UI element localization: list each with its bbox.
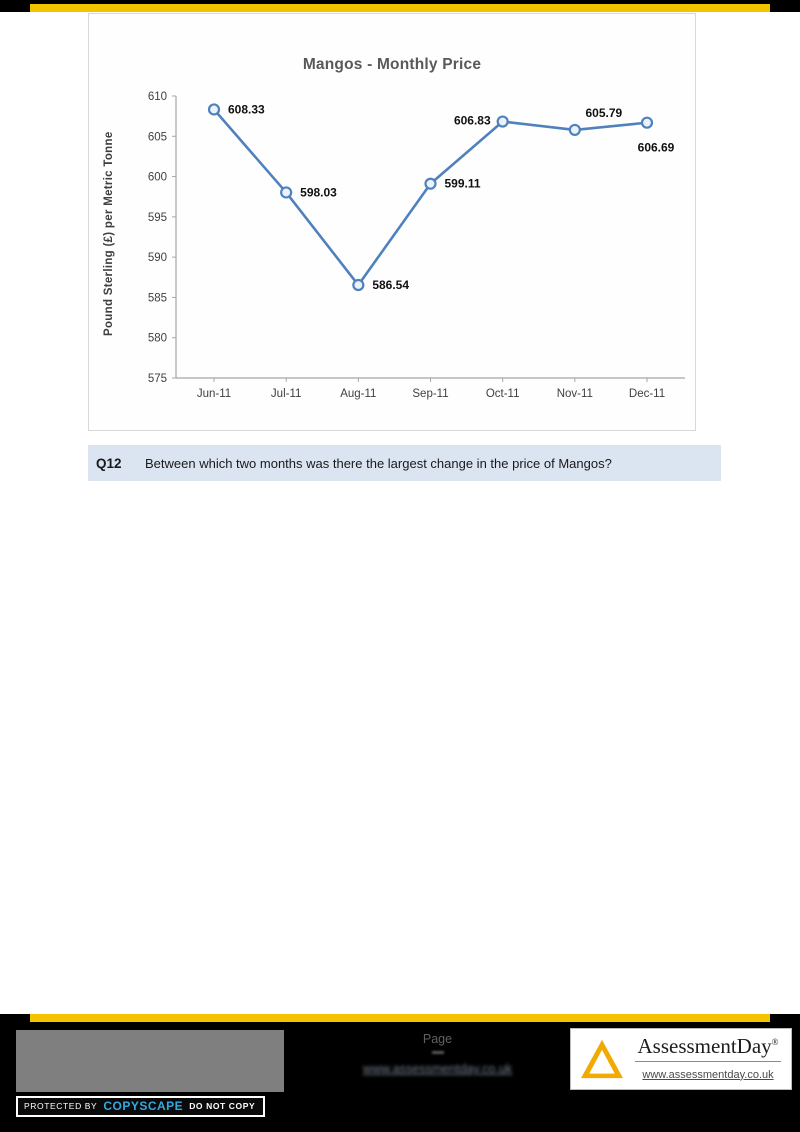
question-text: Between which two months was there the l… — [145, 455, 612, 471]
y-tick-label: 605 — [148, 131, 167, 143]
data-point-label: 608.33 — [228, 102, 265, 116]
y-tick-label: 580 — [148, 333, 167, 345]
assessmentday-url-link[interactable]: www.assessmentday.co.uk — [642, 1068, 774, 1081]
data-point-label: 606.69 — [638, 141, 675, 155]
y-axis-title: Pound Sterling (£) per Metric Tonne — [103, 131, 115, 337]
footer-center: Page www.assessmentday.co.uk — [330, 1032, 545, 1078]
assessmentday-triangle-logo-icon — [581, 1039, 623, 1079]
redacted-address-block — [16, 1030, 284, 1092]
blurred-footer-link[interactable]: www.assessmentday.co.uk — [362, 1062, 513, 1076]
data-point-label: 605.79 — [585, 106, 622, 120]
x-tick-label: Aug-11 — [340, 388, 376, 400]
data-point-label: 606.83 — [454, 114, 491, 128]
brand-name: AssessmentDay — [637, 1034, 772, 1059]
brand-name-line: AssessmentDay® — [633, 1035, 783, 1058]
top-accent-bar — [30, 4, 770, 12]
logo-text-column: AssessmentDay® www.assessmentday.co.uk — [633, 1035, 783, 1082]
question-number: Q12 — [96, 455, 122, 471]
data-point-marker — [280, 186, 293, 199]
mangos-line-chart: 575 580 585 590 595 600 605 610 Jun-11 Jul-11 Aug-… — [148, 91, 685, 400]
data-point-marker — [424, 177, 437, 190]
chart-panel: 575 580 585 590 595 600 605 610 Jun-11 Jul-11 Aug-… — [88, 13, 696, 431]
x-tick-label: Dec-11 — [629, 388, 665, 400]
blurred-text-smudge — [431, 1051, 444, 1054]
data-point-label: 598.03 — [300, 185, 337, 199]
data-point-marker — [568, 123, 581, 137]
brand-divider — [635, 1060, 781, 1062]
chart-title: Mangos - Monthly Price — [302, 56, 482, 73]
registered-mark: ® — [771, 1037, 779, 1048]
data-point-marker — [496, 115, 509, 128]
assessmentday-logo-box: AssessmentDay® www.assessmentday.co.uk — [570, 1028, 792, 1090]
copyscape-badge[interactable]: PROTECTED BY COPYSCAPE DO NOT COPY — [16, 1096, 266, 1117]
x-tick-label: Oct-11 — [486, 388, 520, 400]
x-tick-label: Jul-11 — [271, 388, 301, 400]
x-tick-label: Sep-11 — [412, 388, 448, 400]
data-point-marker — [207, 103, 221, 116]
page-label: Page — [422, 1032, 453, 1046]
data-point-marker — [352, 278, 365, 292]
top-black-gap — [0, 0, 800, 4]
price-line — [212, 108, 649, 287]
x-tick-label: Jun-11 — [197, 388, 231, 400]
copyscape-brand: COPYSCAPE — [103, 1099, 184, 1113]
x-tick-label: Nov-11 — [557, 388, 593, 400]
question-bar: Q12 Between which two months was there t… — [88, 445, 721, 481]
y-tick-label: 590 — [148, 252, 167, 264]
y-tick-label: 575 — [148, 373, 167, 385]
copyscape-protected-by: PROTECTED BY — [24, 1101, 98, 1111]
y-tick-label: 595 — [148, 212, 167, 224]
page-footer: Page www.assessmentday.co.uk AssessmentD… — [0, 1022, 800, 1132]
data-point-label: 599.11 — [445, 177, 481, 191]
y-tick-label: 585 — [148, 292, 167, 304]
y-tick-label: 600 — [148, 172, 167, 184]
bottom-accent-bar — [30, 1014, 770, 1022]
data-point-label: 586.54 — [372, 278, 409, 292]
y-tick-label: 610 — [148, 91, 167, 103]
copyscape-do-not-copy: DO NOT COPY — [189, 1101, 256, 1111]
data-point-marker — [640, 116, 654, 129]
page-content: 575 580 585 590 595 600 605 610 Jun-11 Jul-11 Aug-… — [0, 12, 800, 1014]
